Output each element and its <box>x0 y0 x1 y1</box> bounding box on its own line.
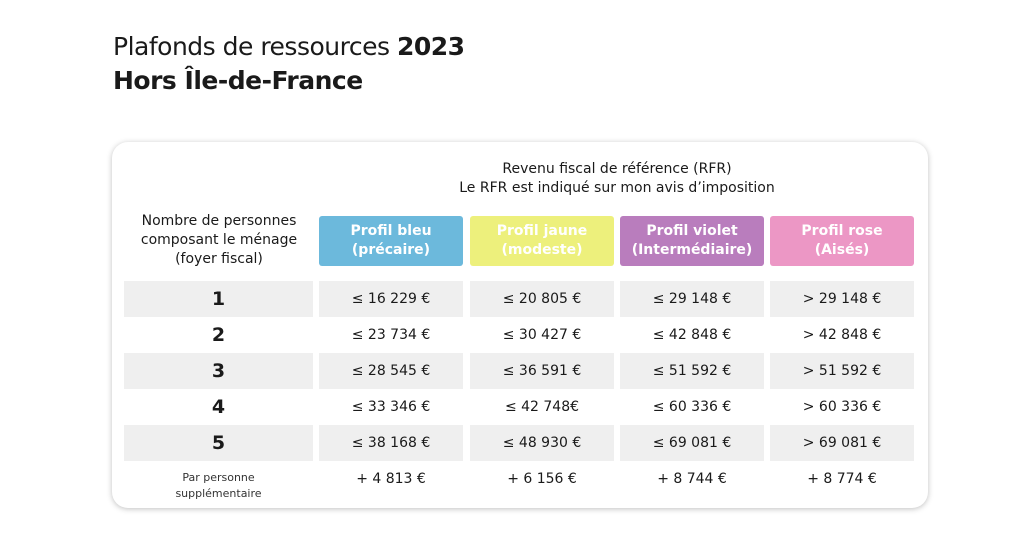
title: Plafonds de ressources 2023 <box>113 32 465 61</box>
row-label: 2 <box>211 324 226 346</box>
row-label: 5 <box>124 425 313 461</box>
cell: + 4 813 € <box>356 471 426 487</box>
cell: ≤ 51 592 € <box>620 353 764 389</box>
column-header: Profil rose (Aisés) <box>770 216 914 266</box>
title-text: Plafonds de ressources <box>113 32 390 61</box>
caption: Revenu fiscal de référence (RFR) <box>502 161 732 177</box>
cell: ≤ 42 748€ <box>504 399 580 415</box>
column-level: (Aisés) <box>814 242 870 258</box>
cell: ≤ 48 930 € <box>470 425 614 461</box>
cell: ≤ 60 336 € <box>652 399 732 415</box>
column-name: Profil jaune <box>496 223 588 239</box>
cell: ≤ 16 229 € <box>319 281 463 317</box>
cell: ≤ 69 081 € <box>620 425 764 461</box>
column-header: Profil bleu (précaire) <box>319 216 463 266</box>
cell: ≤ 33 346 € <box>351 399 431 415</box>
row-header: (foyer fiscal) <box>175 251 263 267</box>
cell: > 51 592 € <box>770 353 914 389</box>
column-level: (modeste) <box>501 242 583 258</box>
cell: ≤ 29 148 € <box>620 281 764 317</box>
cell: ≤ 23 734 € <box>351 327 431 343</box>
extra-label: supplémentaire <box>175 487 262 500</box>
title-year: 2023 <box>396 32 465 61</box>
column-name: Profil rose <box>801 223 883 239</box>
subtitle: Hors Île-de-France <box>113 66 363 95</box>
cell: + 8 774 € <box>807 471 877 487</box>
row-label: 1 <box>124 281 313 317</box>
caption: Le RFR est indiqué sur mon avis d’imposi… <box>459 180 775 196</box>
column-name: Profil bleu <box>350 223 432 239</box>
column-name: Profil violet <box>646 223 738 239</box>
cell: ≤ 36 591 € <box>470 353 614 389</box>
row-header: composant le ménage <box>140 232 298 248</box>
cell: > 42 848 € <box>802 327 882 343</box>
row-header: Nombre de personnes <box>141 213 297 229</box>
cell: + 6 156 € <box>507 471 577 487</box>
column-header: Profil jaune (modeste) <box>470 216 614 266</box>
cell: > 60 336 € <box>802 399 882 415</box>
column-level: (précaire) <box>351 242 431 258</box>
row-label: 3 <box>124 353 313 389</box>
cell: ≤ 42 848 € <box>652 327 732 343</box>
column-header: Profil violet (Intermédiaire) <box>620 216 764 266</box>
cell: + 8 744 € <box>657 471 727 487</box>
cell: > 69 081 € <box>770 425 914 461</box>
extra-label: Par personne <box>182 471 255 484</box>
row-label: 4 <box>211 396 226 418</box>
cell: > 29 148 € <box>770 281 914 317</box>
cell: ≤ 20 805 € <box>470 281 614 317</box>
cell: ≤ 28 545 € <box>319 353 463 389</box>
column-level: (Intermédiaire) <box>631 242 753 258</box>
cell: ≤ 30 427 € <box>502 327 582 343</box>
cell: ≤ 38 168 € <box>319 425 463 461</box>
